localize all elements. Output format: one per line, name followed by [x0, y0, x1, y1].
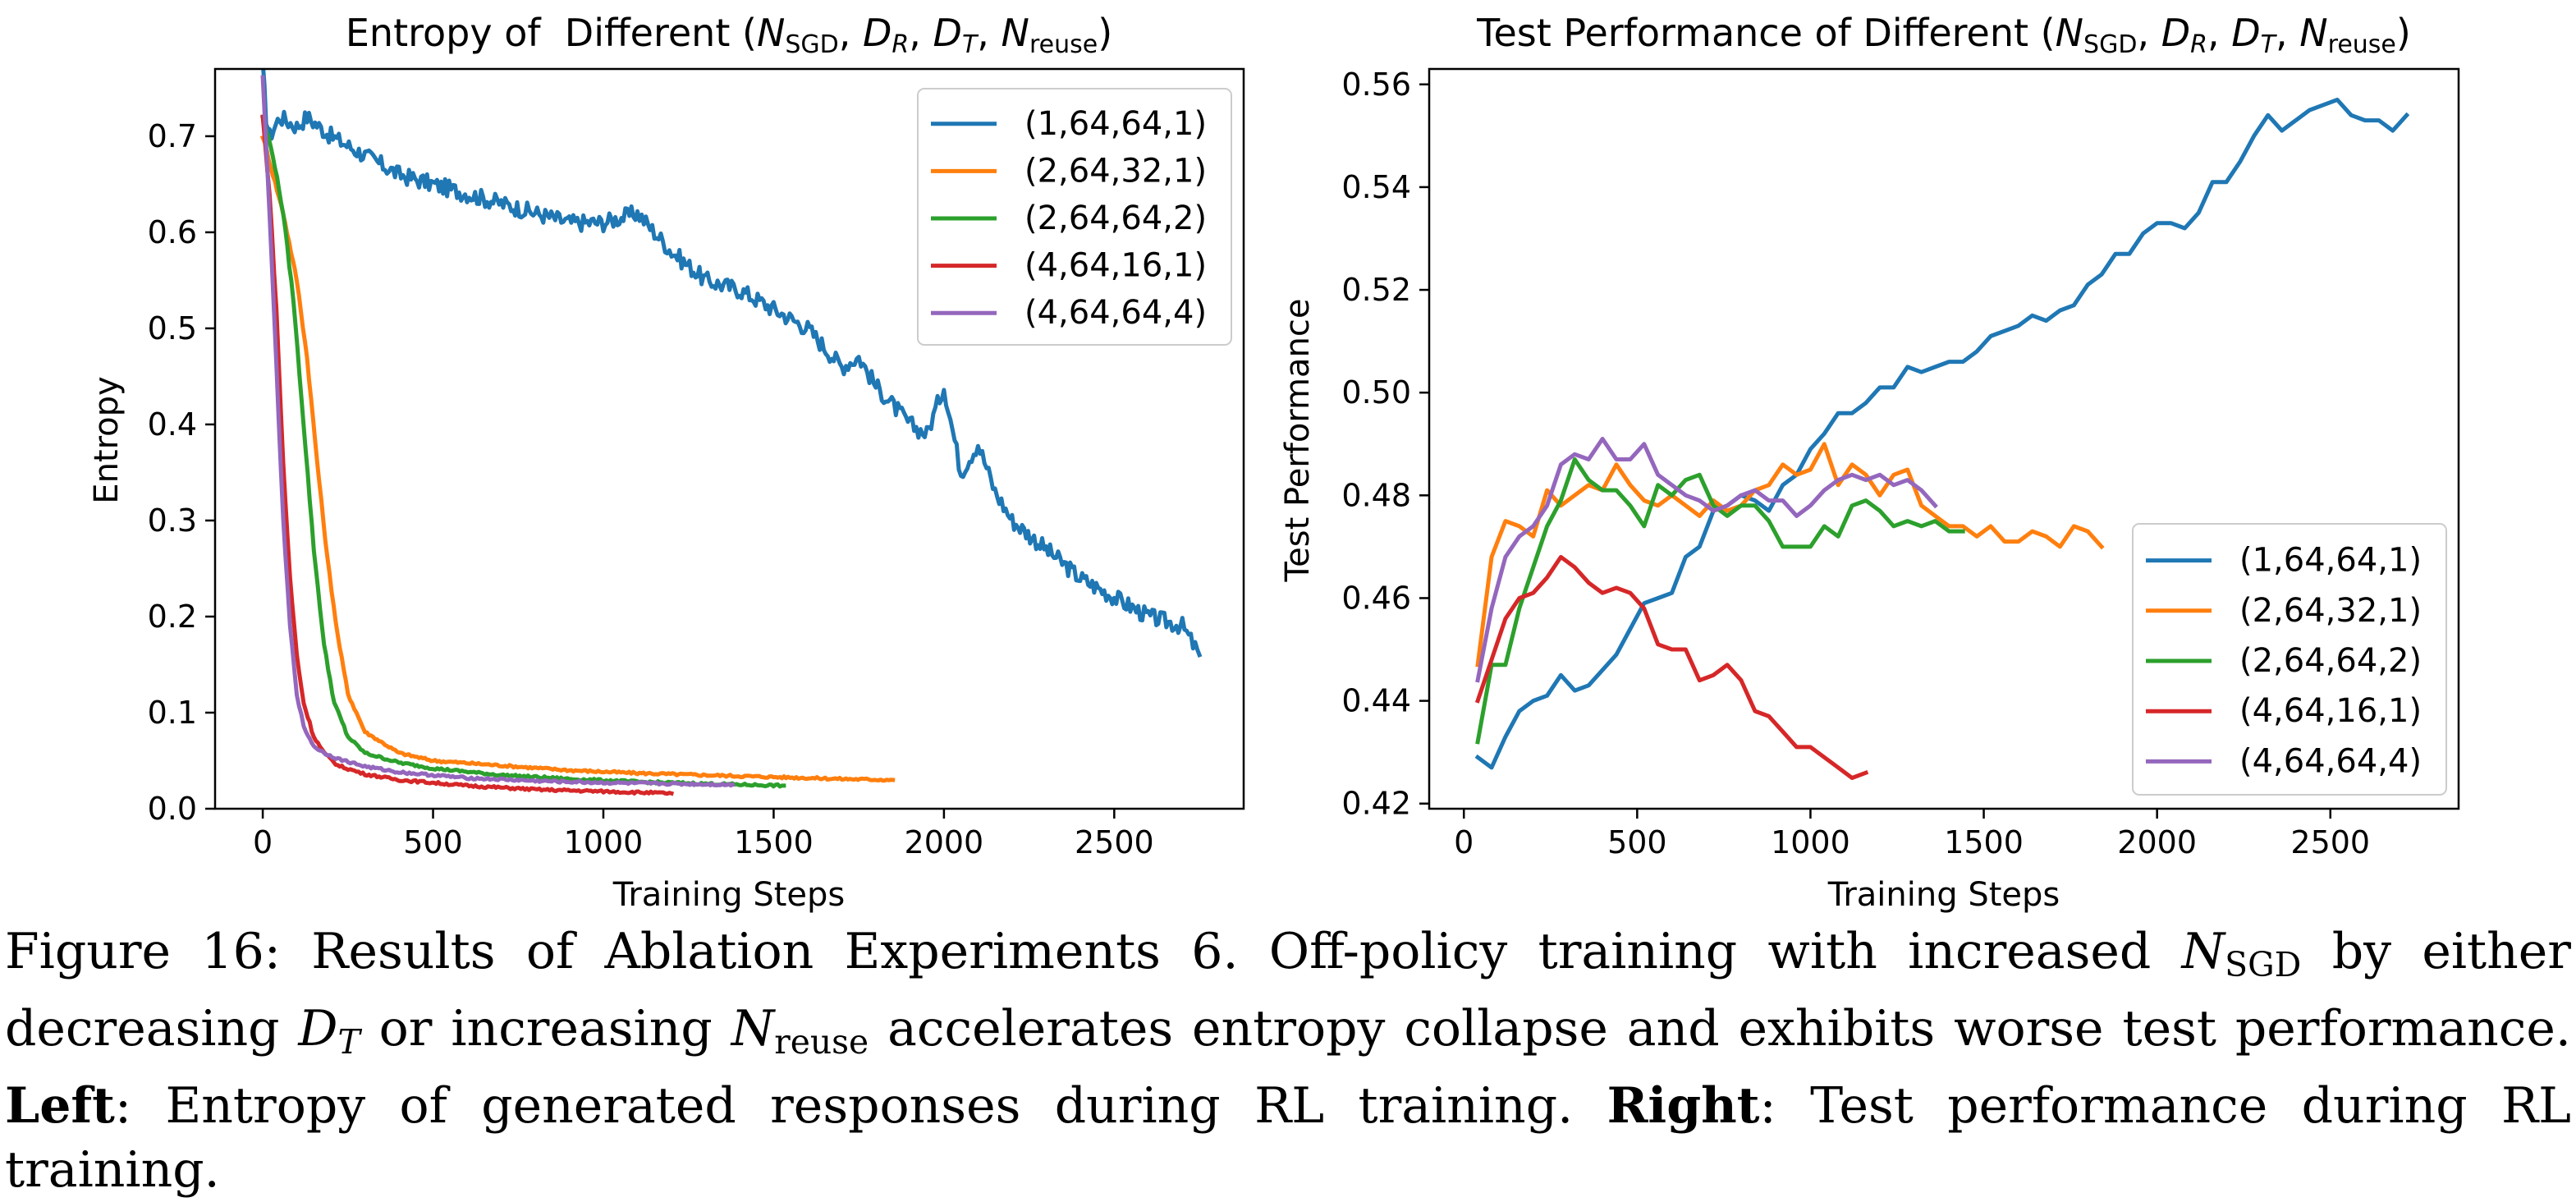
series-line-(1,64,64,1) [261, 69, 1203, 658]
x-tick-label: 2500 [1075, 824, 1154, 860]
series-line-(4,64,16,1) [260, 114, 675, 796]
y-tick-label: 0.50 [1341, 374, 1411, 411]
caption-left-text: : Entropy of generated responses during … [114, 1077, 1607, 1135]
caption-nr-subscript: reuse [774, 1022, 869, 1062]
caption-n-subscript: SGD [2225, 945, 2302, 985]
y-tick-label: 0.46 [1341, 580, 1411, 616]
legend-label: (2,64,64,2) [1024, 200, 1207, 237]
caption-nr-symbol: N [731, 1000, 775, 1058]
y-tick-label: 0.4 [148, 406, 197, 443]
x-tick-label: 500 [1607, 824, 1667, 860]
caption-part2: by either decreasing [5, 923, 2571, 1058]
y-tick-label: 0.0 [148, 791, 197, 827]
series-lines [1474, 98, 2410, 780]
y-tick-label: 0.54 [1341, 169, 1411, 205]
test-performance-plot-area: 0 500 1000 1500 2000 2500 0.42 0.44 0.46 0.48 0.50… [1341, 67, 2460, 860]
caption-part3: or increasing [360, 1000, 731, 1058]
entropy-y-axis-label: Entropy [88, 376, 126, 503]
x-tick-label: 0 [253, 824, 273, 860]
series-line-(4,64,64,4) [260, 75, 736, 788]
series-line-(4,64,64,4) [1475, 437, 1938, 683]
entropy-chart: Entropy of Different (NSGD, DR, DT, Nreu… [88, 11, 1245, 914]
y-tick-label: 0.48 [1341, 477, 1411, 513]
legend-label: (4,64,64,4) [2239, 742, 2422, 780]
x-tick-label: 0 [1454, 824, 1474, 860]
legend-label: (4,64,64,4) [1024, 294, 1207, 332]
test-performance-chart: Test Performance of Different (NSGD, DR,… [1279, 11, 2460, 914]
caption-n-symbol: N [2181, 923, 2225, 980]
plot-frame [1428, 67, 2460, 810]
entropy-chart-title: Entropy of Different (NSGD, DR, DT, Nreu… [346, 11, 1112, 59]
legend-box [2132, 523, 2447, 796]
legend-label: (2,64,32,1) [1024, 152, 1207, 190]
legend-label: (1,64,64,1) [1024, 105, 1207, 143]
test-performance-x-axis-label: Training Steps [1827, 876, 2060, 914]
y-tick-label: 0.52 [1341, 272, 1411, 308]
x-tick-label: 500 [403, 824, 463, 860]
entropy-plot-area: 0 500 1000 1500 2000 2500 0.0 0.1 0.2 0.3 0.4 0.5 0.… [148, 67, 1245, 860]
series-line-(2,64,32,1) [1475, 442, 2105, 668]
entropy-legend: (1,64,64,1) (2,64,32,1) (2,64,64,2) (4,64,1… [917, 88, 1232, 346]
y-tick-label: 0.1 [148, 695, 197, 731]
caption-left-label: Left [5, 1077, 115, 1135]
caption-right-label: Right [1607, 1077, 1760, 1135]
x-tick-label: 1500 [1944, 824, 2024, 860]
x-tick-label: 2000 [2117, 824, 2197, 860]
series-lines [259, 69, 1203, 796]
entropy-x-axis-label: Training Steps [612, 876, 845, 914]
plot-frame [213, 67, 1245, 810]
series-line-(2,64,64,2) [1475, 457, 1965, 745]
x-tick-label: 1500 [734, 824, 814, 860]
y-tick-label: 0.42 [1341, 786, 1411, 822]
legend-label: (4,64,16,1) [1024, 247, 1207, 285]
y-tick-label: 0.5 [148, 310, 197, 346]
test-performance-y-axis-label: Test Performance [1279, 299, 1317, 583]
legend-label: (1,64,64,1) [2239, 542, 2422, 580]
caption-part4: accelerates entropy collapse and exhibit… [869, 1000, 2571, 1058]
legend-box [917, 88, 1232, 346]
legend-label: (4,64,16,1) [2239, 692, 2422, 730]
y-tick-label: 0.2 [148, 599, 197, 635]
x-tick-label: 2000 [905, 824, 984, 860]
figure-caption: Figure 16: Results of Ablation Experimen… [5, 920, 2571, 1202]
x-tick-label: 2500 [2290, 824, 2370, 860]
caption-dt-subscript: T [337, 1022, 360, 1062]
series-line-(2,64,32,1) [259, 135, 896, 783]
y-tick-label: 0.44 [1341, 683, 1411, 719]
caption-dt-symbol: D [298, 1000, 338, 1058]
legend-label: (2,64,32,1) [2239, 592, 2422, 630]
test-performance-legend: (1,64,64,1) (2,64,32,1) (2,64,64,2) (4,64,1… [2132, 523, 2447, 796]
y-tick-label: 0.3 [148, 502, 197, 539]
y-tick-label: 0.6 [148, 214, 197, 250]
x-tick-label: 1000 [564, 824, 644, 860]
caption-intro: Figure 16: Results of Ablation Experimen… [5, 923, 2182, 980]
figure: Entropy of Different (NSGD, DR, DT, Nreu… [88, 11, 2460, 914]
series-line-(1,64,64,1) [1474, 98, 2410, 770]
test-performance-chart-title: Test Performance of Different (NSGD, DR,… [1476, 11, 2411, 59]
series-line-(4,64,16,1) [1474, 554, 1869, 780]
x-tick-label: 1000 [1771, 824, 1850, 860]
legend-label: (2,64,64,2) [2239, 642, 2422, 680]
y-tick-label: 0.7 [148, 118, 197, 154]
y-tick-label: 0.56 [1341, 67, 1411, 103]
